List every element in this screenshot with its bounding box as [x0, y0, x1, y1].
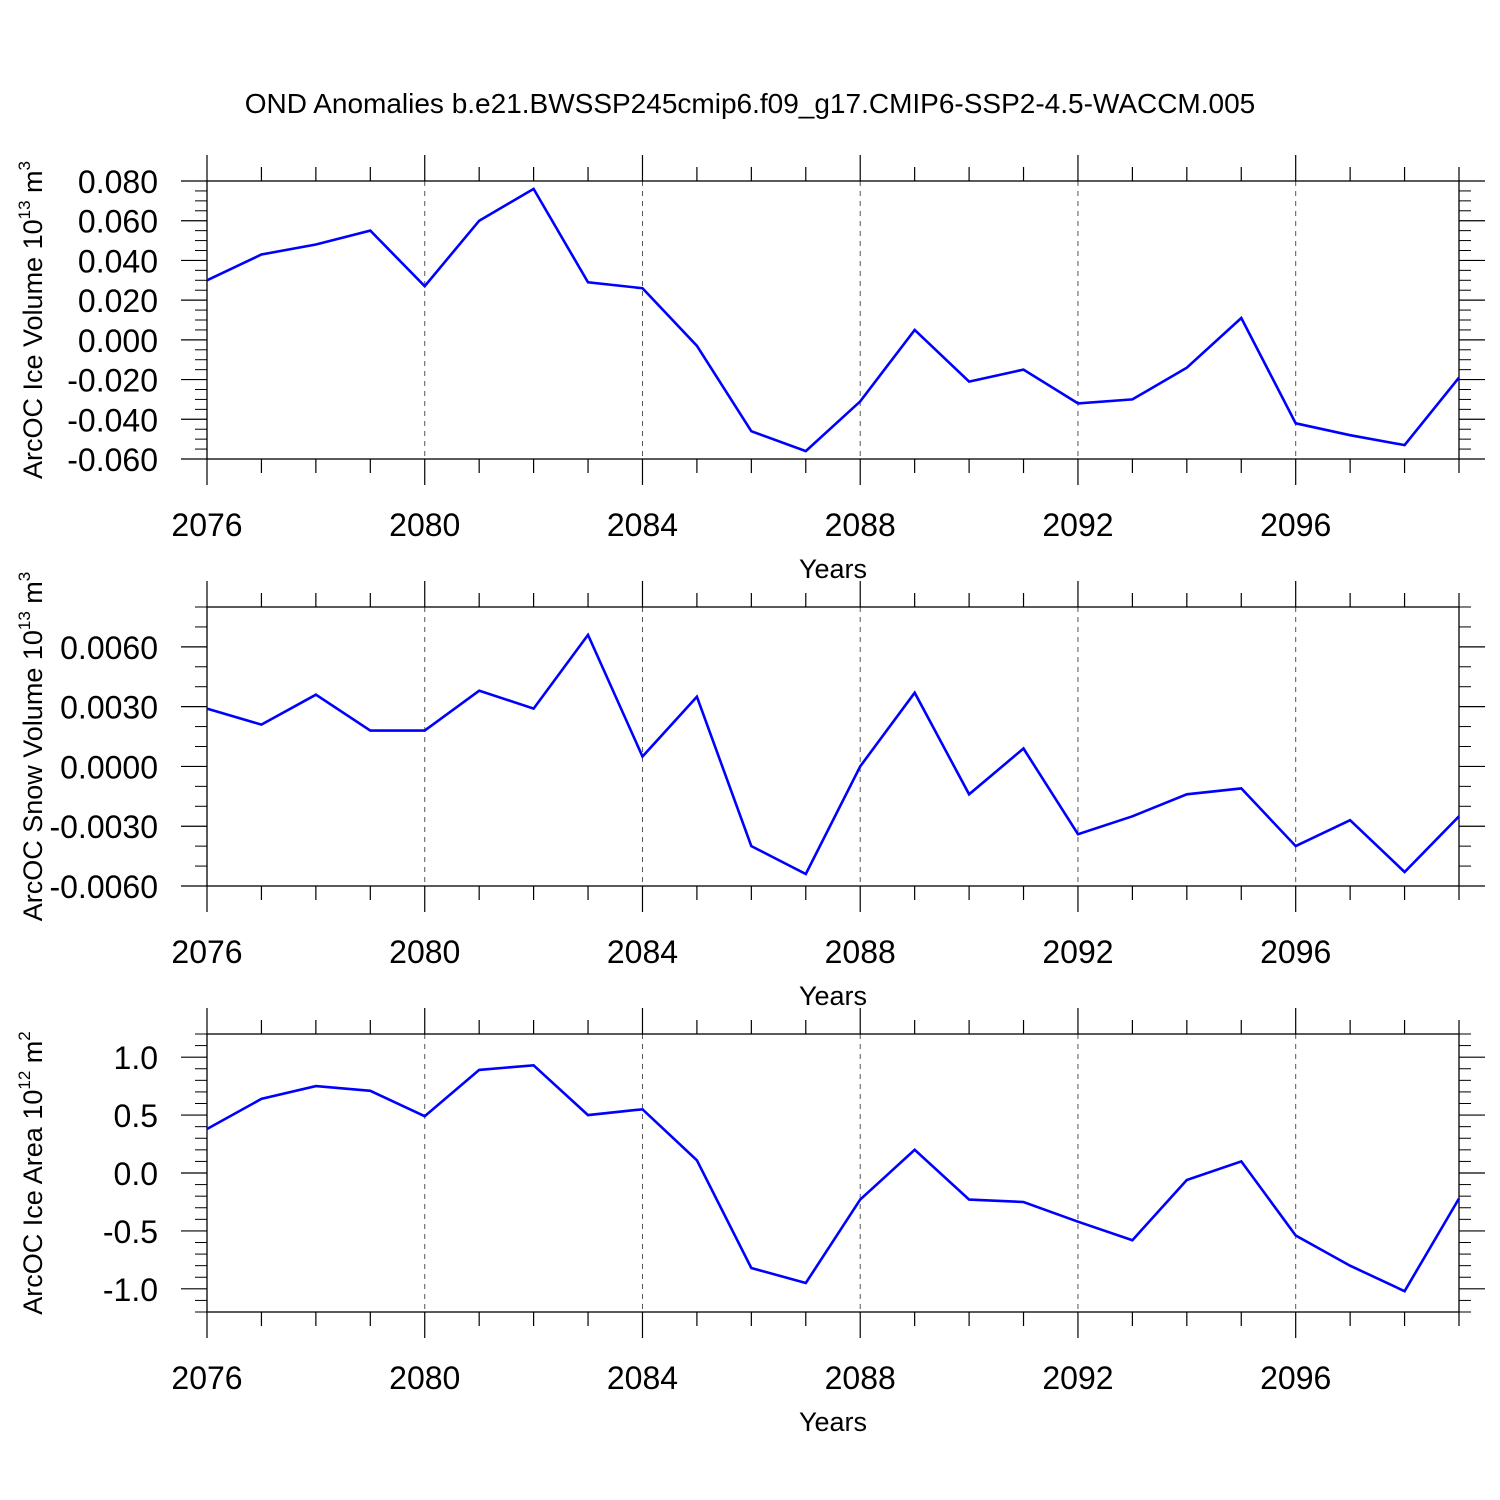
y-tick-label: 0.0000: [60, 749, 158, 785]
x-tick-label: 2096: [1260, 934, 1331, 970]
y-tick-label: 1.0: [114, 1040, 158, 1076]
x-tick-label: 2080: [389, 1360, 460, 1396]
series-line: [206, 1063, 1461, 1293]
x-tick-label: 2080: [389, 507, 460, 543]
x-tick-label: 2084: [607, 1360, 678, 1396]
y-tick-label: 0.5: [114, 1098, 158, 1134]
y-tick-label: -0.5: [103, 1214, 158, 1250]
panel-snow-volume: -0.0060 -0.0030 0.0000 0.0030 0.0060 2076 2080…: [15, 572, 1485, 1011]
x-axis-label: Years: [799, 554, 867, 584]
y-tick-label: -0.0060: [49, 869, 158, 905]
y-tick-label: -1.0: [103, 1272, 158, 1308]
y-tick-label: 0.0030: [60, 690, 158, 726]
x-tick-label: 2076: [171, 934, 242, 970]
y-axis-label: ArcOC Snow Volume 1013 m3: [15, 572, 48, 922]
y-tick-label: 0.020: [78, 283, 158, 319]
x-tick-label: 2076: [171, 507, 242, 543]
y-tick-label: 0.0060: [60, 630, 158, 666]
series-line: [206, 632, 1460, 876]
y-tick-label: -0.0030: [49, 809, 158, 845]
x-tick-label: 2092: [1042, 1360, 1113, 1396]
x-tick-label: 2084: [607, 507, 678, 543]
y-tick-label: 0.000: [78, 323, 158, 359]
x-tick-label: 2088: [825, 507, 896, 543]
x-tick-label: 2076: [171, 1360, 242, 1396]
x-axis-label: Years: [799, 981, 867, 1011]
x-tick-label: 2096: [1260, 1360, 1331, 1396]
y-tick-label: -0.020: [67, 363, 158, 399]
y-axis-label: ArcOC Ice Volume 1013 m3: [15, 161, 48, 479]
y-tick-label: 0.080: [78, 164, 158, 200]
y-tick-label: -0.040: [67, 402, 158, 438]
y-tick-label: 0.060: [78, 204, 158, 240]
x-tick-label: 2084: [607, 934, 678, 970]
x-tick-label: 2092: [1042, 934, 1113, 970]
x-axis-label: Years: [799, 1407, 867, 1437]
x-tick-label: 2088: [825, 1360, 896, 1396]
chart-title: OND Anomalies b.e21.BWSSP245cmip6.f09_g1…: [245, 88, 1256, 119]
panel-ice-area: -1.0 -0.5 0.0 0.5 1.0 2076 2080 2084 2088 2092 209…: [15, 1008, 1485, 1437]
y-tick-label: 0.0: [114, 1156, 158, 1192]
x-tick-label: 2092: [1042, 507, 1113, 543]
series-line: [206, 187, 1461, 453]
y-tick-label: 0.040: [78, 243, 158, 279]
x-tick-label: 2080: [389, 934, 460, 970]
y-axis-label: ArcOC Ice Area 1012 m2: [15, 1031, 48, 1315]
x-tick-label: 2096: [1260, 507, 1331, 543]
y-tick-label: -0.060: [67, 442, 158, 478]
x-tick-label: 2088: [825, 934, 896, 970]
